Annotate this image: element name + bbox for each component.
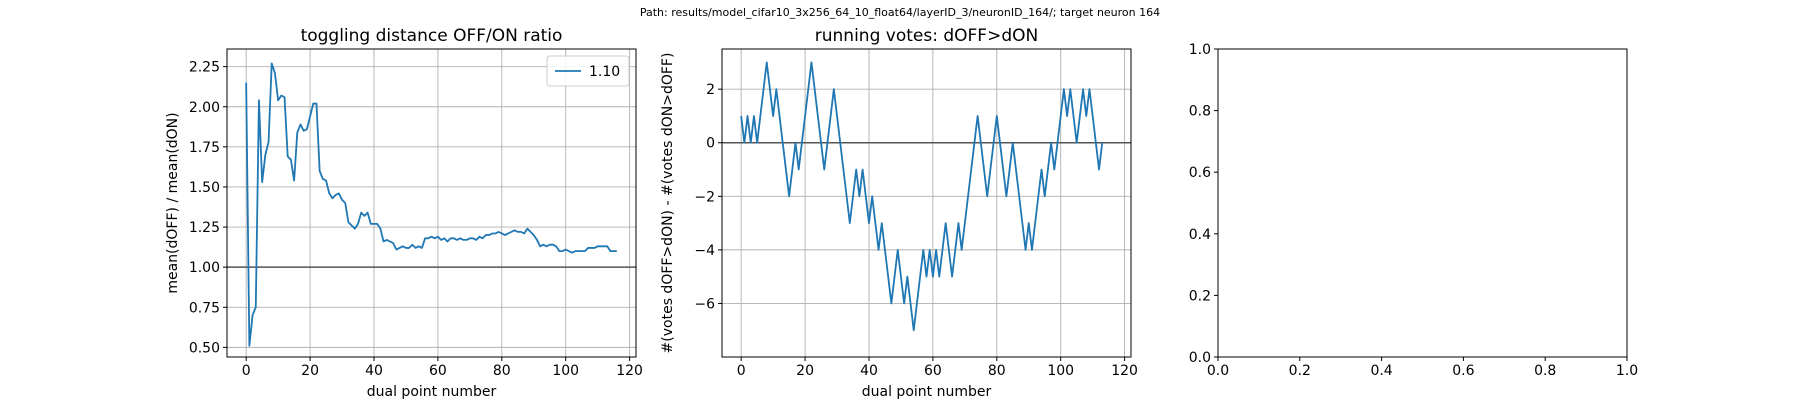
y-tick-label: 0.6 (1189, 165, 1211, 181)
legend-box (546, 55, 630, 87)
x-tick-label: 80 (988, 363, 1006, 379)
x-tick-label: 0.8 (1534, 363, 1556, 379)
y-tick-label: 0.2 (1189, 288, 1211, 304)
axes-frame (1217, 48, 1628, 358)
x-tick-label: 40 (365, 363, 383, 379)
x-tick-label: 0.4 (1370, 363, 1392, 379)
legend: 1.10 (546, 55, 630, 87)
axes-frame (226, 48, 637, 358)
axes-frame (721, 48, 1132, 358)
series-line-1 (245, 62, 617, 347)
y-tick-label: 1.75 (189, 140, 220, 156)
chart-3: 0.0 0.2 0.4 0.6 0.8 1.0 0.0 0.2 0.4 0.6 0.8 1.0 (1189, 42, 1638, 379)
y-tick-label: 0.0 (1189, 350, 1211, 366)
y-tick-label: −6 (694, 296, 715, 312)
series-line-1 (740, 61, 1104, 332)
figure-suptitle: Path: results/model_cifar10_3x256_64_10_… (640, 6, 1160, 19)
chart-title: toggling distance OFF/ON ratio (301, 26, 563, 46)
x-tick-label: 60 (924, 363, 942, 379)
x-tick-label: 60 (429, 363, 447, 379)
chart-title: running votes: dOFF>dON (815, 26, 1038, 46)
x-axis-label: dual point number (862, 384, 992, 400)
x-tick-label: 0 (242, 363, 251, 379)
y-axis-label: mean(dOFF) / mean(dON) (165, 112, 181, 293)
y-tick-label: 2.25 (189, 60, 220, 76)
x-tick-label: 100 (552, 363, 579, 379)
x-tick-label: 0 (737, 363, 746, 379)
x-tick-label: 100 (1047, 363, 1074, 379)
x-tick-label: 0.6 (1452, 363, 1474, 379)
x-tick-label: 20 (301, 363, 319, 379)
y-tick-label: 2.00 (189, 100, 220, 116)
x-axis-label: dual point number (367, 384, 497, 400)
y-tick-label: 1.50 (189, 180, 220, 196)
y-tick-label: 1.0 (1189, 42, 1211, 58)
chart-2: 0 20 40 60 80 100 120 −6 −4 −2 0 2 running votes: dO… (660, 26, 1138, 400)
x-tick-label: 120 (616, 363, 643, 379)
x-tick-label: 0.2 (1289, 363, 1311, 379)
y-tick-label: 1.25 (189, 220, 220, 236)
y-axis-label: #(votes dOFF>dON) - #(votes dON>dOFF) (660, 53, 676, 354)
x-tick-label: 40 (860, 363, 878, 379)
y-tick-label: 0.75 (189, 300, 220, 316)
y-tick-label: 0 (706, 136, 715, 152)
y-tick-label: 0.50 (189, 340, 220, 356)
x-tick-label: 120 (1111, 363, 1138, 379)
chart-panels: 0 20 40 60 80 100 1200.500.751.001.251.501.752… (165, 26, 1638, 400)
y-tick-label: 1.00 (189, 260, 220, 276)
y-tick-label: 0.8 (1189, 104, 1211, 120)
x-tick-label: 20 (796, 363, 814, 379)
legend-label: 1.10 (589, 64, 620, 80)
y-tick-label: −4 (694, 243, 715, 259)
x-tick-label: 1.0 (1616, 363, 1638, 379)
y-tick-label: −2 (694, 189, 715, 205)
x-tick-label: 0.0 (1207, 363, 1229, 379)
x-tick-label: 80 (493, 363, 511, 379)
y-tick-label: 0.4 (1189, 227, 1211, 243)
y-tick-label: 2 (706, 82, 715, 98)
chart-1: 0 20 40 60 80 100 120 0.50 0.75 1.00 1.25 1.50 1.75 2… (165, 26, 643, 400)
